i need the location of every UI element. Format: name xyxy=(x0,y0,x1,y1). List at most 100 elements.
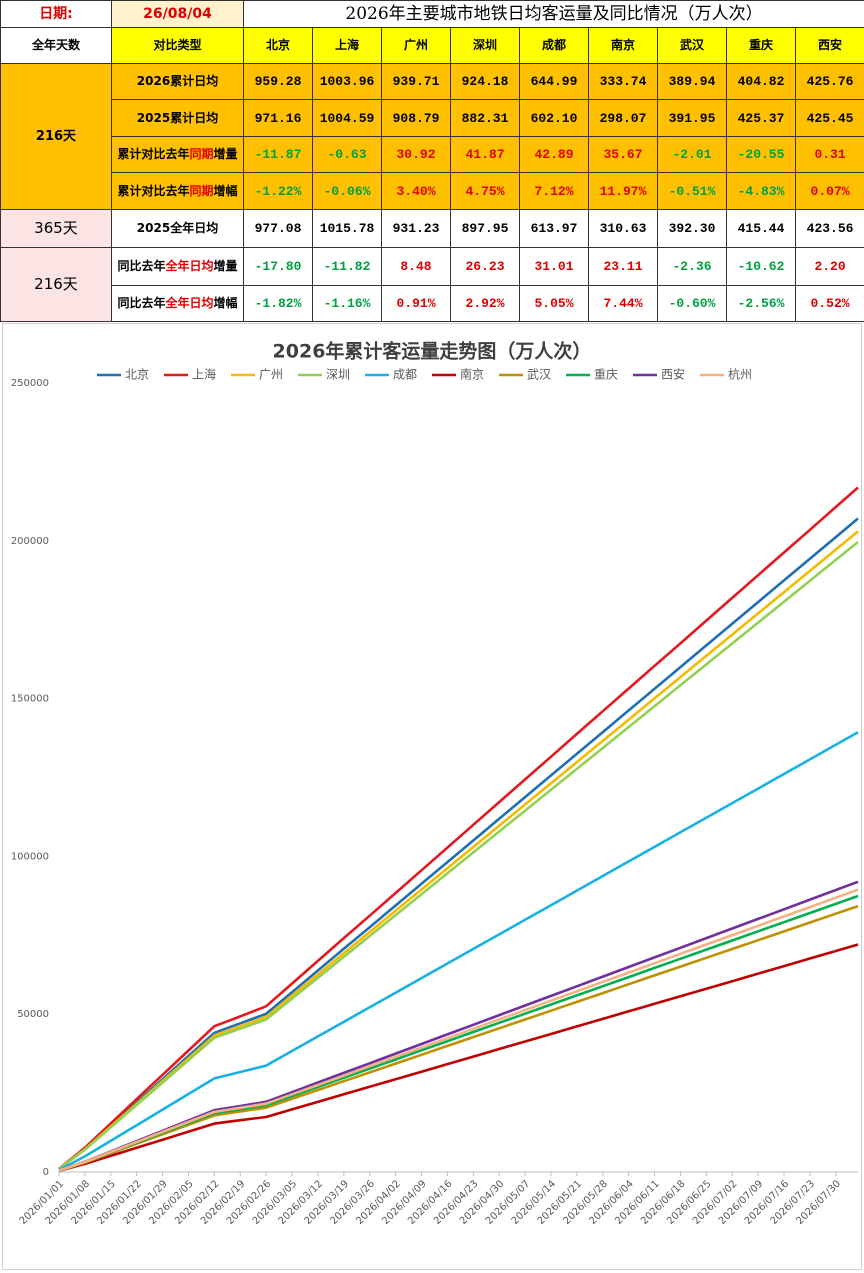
value-cell: 310.63 xyxy=(589,210,658,248)
label-part: 2026累计日均 xyxy=(137,74,218,88)
value-cell: -0.51% xyxy=(658,173,727,210)
table-row: 累计对比去年同期增幅-1.22%-0.06%3.40%4.75%7.12%11.… xyxy=(1,173,864,210)
value-cell: 0.31 xyxy=(796,137,864,173)
table-title: 2026年主要城市地铁日均客运量及同比情况（万人次） xyxy=(244,1,864,28)
value-cell: -1.82% xyxy=(244,286,313,322)
header-cell: 对比类型 xyxy=(112,28,244,64)
value-cell: -11.82 xyxy=(313,248,382,286)
y-tick-label: 150000 xyxy=(11,694,49,705)
header-cell: 武汉 xyxy=(658,28,727,64)
legend-label: 广州 xyxy=(259,368,283,382)
legend-label: 杭州 xyxy=(728,367,752,382)
legend-label: 西安 xyxy=(661,367,685,382)
legend-label: 南京 xyxy=(460,367,484,382)
value-cell: 423.56 xyxy=(796,210,864,248)
value-cell: -0.06% xyxy=(313,173,382,210)
value-cell: 31.01 xyxy=(520,248,589,286)
chart-title: 2026年累计客运量走势图（万人次） xyxy=(273,340,592,363)
label-part: 全年日均 xyxy=(165,296,213,310)
value-cell: -2.56% xyxy=(727,286,796,322)
series-line xyxy=(59,945,858,1171)
value-cell: -2.01 xyxy=(658,137,727,173)
value-cell: 939.71 xyxy=(382,64,451,100)
value-cell: 924.18 xyxy=(451,64,520,100)
header-cell: 深圳 xyxy=(451,28,520,64)
value-cell: 897.95 xyxy=(451,210,520,248)
header-cell: 成都 xyxy=(520,28,589,64)
value-cell: 26.23 xyxy=(451,248,520,286)
value-cell: -0.60% xyxy=(658,286,727,322)
series-line xyxy=(59,519,858,1170)
value-cell: -17.80 xyxy=(244,248,313,286)
value-cell: 298.07 xyxy=(589,100,658,137)
value-cell: 35.67 xyxy=(589,137,658,173)
value-cell: -20.55 xyxy=(727,137,796,173)
days-cell: 216天 xyxy=(1,248,112,322)
days-cell: 216天 xyxy=(1,64,112,210)
value-cell: 971.16 xyxy=(244,100,313,137)
value-cell: -1.22% xyxy=(244,173,313,210)
value-cell: 602.10 xyxy=(520,100,589,137)
days-cell: 365天 xyxy=(1,210,112,248)
label-part: 同期 xyxy=(189,147,213,161)
value-cell: 882.31 xyxy=(451,100,520,137)
value-cell: 41.87 xyxy=(451,137,520,173)
value-cell: 425.45 xyxy=(796,100,864,137)
value-cell: 2.92% xyxy=(451,286,520,322)
value-cell: 42.89 xyxy=(520,137,589,173)
series-line xyxy=(59,732,858,1170)
header-cell: 南京 xyxy=(589,28,658,64)
header-cell: 重庆 xyxy=(727,28,796,64)
label-part: 增量 xyxy=(214,147,238,161)
legend-label: 深圳 xyxy=(326,368,350,382)
date-label: 日期: xyxy=(1,1,112,28)
header-cell: 上海 xyxy=(313,28,382,64)
value-cell: 389.94 xyxy=(658,64,727,100)
header-cell: 全年天数 xyxy=(1,28,112,64)
value-cell: 8.48 xyxy=(382,248,451,286)
legend-label: 上海 xyxy=(192,367,216,382)
value-cell: 613.97 xyxy=(520,210,589,248)
row-label: 累计对比去年同期增幅 xyxy=(112,173,244,210)
value-cell: 1003.96 xyxy=(313,64,382,100)
row-label: 2025全年日均 xyxy=(112,210,244,248)
value-cell: 977.08 xyxy=(244,210,313,248)
value-cell: 23.11 xyxy=(589,248,658,286)
value-cell: 7.12% xyxy=(520,173,589,210)
value-cell: 425.76 xyxy=(796,64,864,100)
label-part: 累计对比去年 xyxy=(117,147,189,161)
value-cell: 11.97% xyxy=(589,173,658,210)
value-cell: 908.79 xyxy=(382,100,451,137)
value-cell: 0.91% xyxy=(382,286,451,322)
value-cell: 644.99 xyxy=(520,64,589,100)
label-part: 增量 xyxy=(214,259,238,273)
label-part: 增幅 xyxy=(214,296,238,310)
table-row: 全年天数对比类型北京上海广州深圳成都南京武汉重庆西安 xyxy=(1,28,864,64)
value-cell: 931.23 xyxy=(382,210,451,248)
label-part: 同比去年 xyxy=(117,296,165,310)
label-part: 同比去年 xyxy=(117,259,165,273)
value-cell: 959.28 xyxy=(244,64,313,100)
value-cell: 5.05% xyxy=(520,286,589,322)
label-part: 2025全年日均 xyxy=(137,221,218,235)
y-tick-label: 250000 xyxy=(11,378,49,389)
value-cell: 30.92 xyxy=(382,137,451,173)
label-part: 同期 xyxy=(189,184,213,198)
legend-label: 成都 xyxy=(393,368,417,382)
table-row: 同比去年全年日均增幅-1.82%-1.16%0.91%2.92%5.05%7.4… xyxy=(1,286,864,322)
series-line xyxy=(59,531,858,1169)
date-value: 26/08/04 xyxy=(112,1,244,28)
value-cell: -2.36 xyxy=(658,248,727,286)
legend-label: 重庆 xyxy=(594,368,618,382)
value-cell: 1015.78 xyxy=(313,210,382,248)
value-cell: -4.83% xyxy=(727,173,796,210)
value-cell: 415.44 xyxy=(727,210,796,248)
